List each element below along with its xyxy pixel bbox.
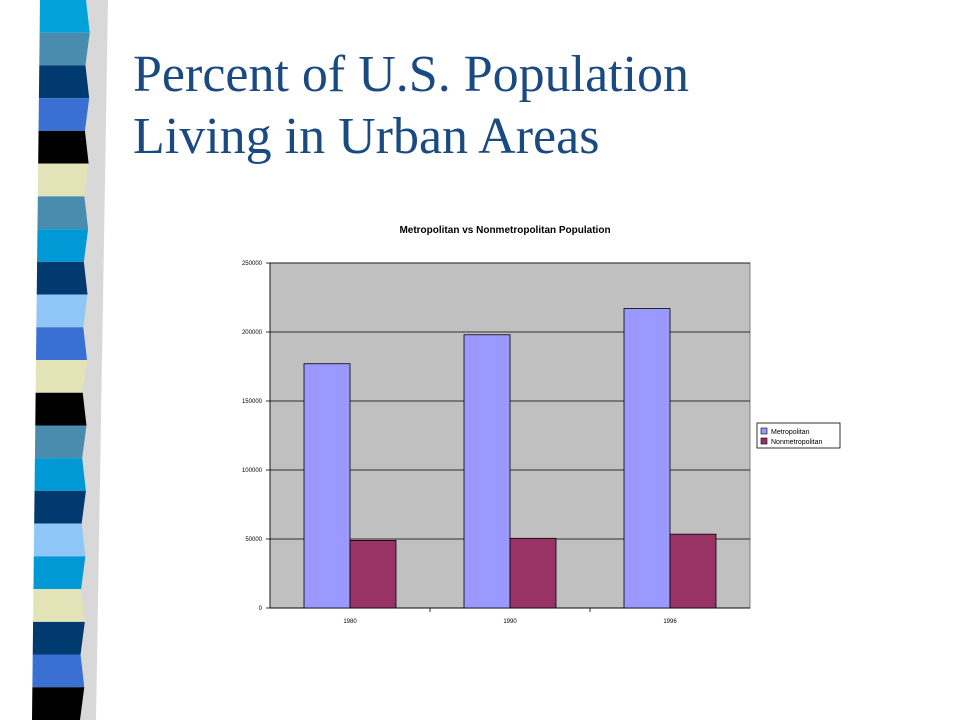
legend-swatch-metropolitan xyxy=(760,427,768,435)
stripe-segment xyxy=(34,490,86,524)
bar-metropolitan-1990 xyxy=(463,334,511,609)
slide-title-line-2: Living in Urban Areas xyxy=(133,108,600,165)
stripe-segment xyxy=(36,294,88,328)
bar-chart: Metropolitan vs Nonmetropolitan Populati… xyxy=(242,225,841,625)
stripe-segment xyxy=(38,130,89,164)
chart-legend: Metropolitan Nonmetropolitan xyxy=(756,422,841,449)
slide-title: Percent of U.S. Population Living in Urb… xyxy=(133,44,913,168)
stripe-segment xyxy=(32,621,85,655)
stripe-segment xyxy=(36,261,88,295)
stripe-segment xyxy=(39,32,90,66)
stripe-segment xyxy=(35,360,87,393)
stripe-segment xyxy=(34,425,87,459)
stripe-segment xyxy=(39,0,90,33)
bar-nonmetropolitan-1990 xyxy=(509,537,557,609)
x-tick-label: 1980 xyxy=(343,619,357,625)
bar-nonmetropolitan-1996 xyxy=(669,533,717,609)
y-tick-label: 100000 xyxy=(242,468,263,474)
y-tick-label: 50000 xyxy=(245,537,262,543)
y-tick-label: 150000 xyxy=(242,399,263,405)
stripe-segment xyxy=(37,163,89,197)
x-tick-label: 1996 xyxy=(663,619,677,625)
y-tick-label: 200000 xyxy=(242,330,263,336)
legend-box xyxy=(756,422,841,449)
stripe-segment xyxy=(33,556,86,590)
bar-metropolitan-1996 xyxy=(623,308,671,609)
stripe-segment xyxy=(38,98,90,131)
legend-label-nonmetropolitan: Nonmetropolitan xyxy=(771,439,822,446)
bar-nonmetropolitan-1980 xyxy=(349,539,397,609)
decorative-stripe-bar xyxy=(32,0,108,720)
legend-label-metropolitan: Metropolitan xyxy=(771,429,810,436)
stripe-segment xyxy=(38,65,90,99)
bar-metropolitan-1980 xyxy=(303,363,351,609)
stripe-segment xyxy=(33,589,85,622)
stripe-segment xyxy=(37,196,89,230)
stripe-segment xyxy=(32,654,85,688)
stripe-segment xyxy=(35,392,87,426)
stripe-segment xyxy=(34,458,86,491)
slide-title-line-1: Percent of U.S. Population xyxy=(133,46,690,103)
stripe-segment xyxy=(36,327,87,360)
stripe-segment xyxy=(32,687,85,720)
y-tick-label: 0 xyxy=(259,606,263,612)
plot-area: 0 50000 100000 150000 200000 250000 1980 1990 19… xyxy=(242,261,751,625)
stripe-segment xyxy=(37,229,89,262)
legend-swatch-nonmetropolitan xyxy=(760,437,768,445)
chart-title: Metropolitan vs Nonmetropolitan Populati… xyxy=(399,225,610,236)
y-tick-label: 250000 xyxy=(242,261,263,267)
x-tick-label: 1990 xyxy=(503,619,517,625)
stripe-segment xyxy=(33,523,86,557)
